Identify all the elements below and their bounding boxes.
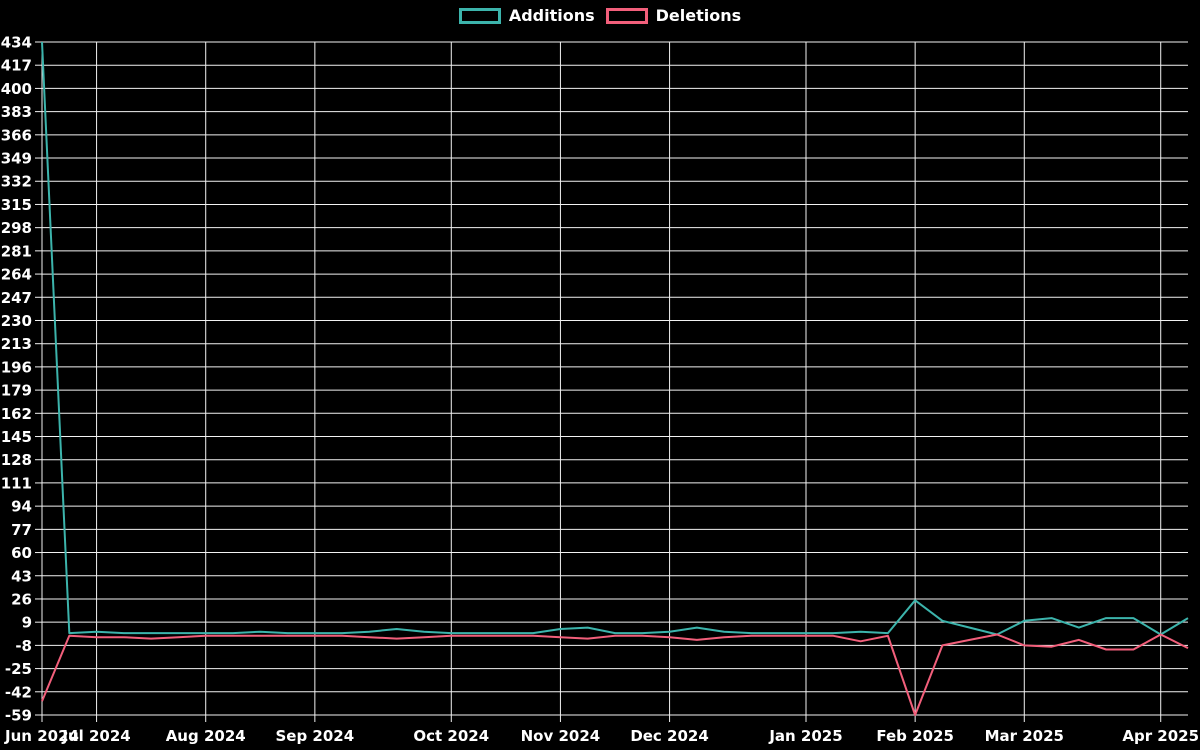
x-tick-label: Apr 2025	[1122, 727, 1199, 745]
y-tick-label: 332	[1, 173, 32, 191]
y-tick-label: 400	[1, 80, 32, 98]
x-tick-label: Oct 2024	[413, 727, 489, 745]
y-tick-label: 145	[1, 428, 32, 446]
x-tick-label: Feb 2025	[876, 727, 954, 745]
y-tick-label: 247	[1, 289, 32, 307]
y-tick-label: 383	[1, 103, 32, 121]
deletions-line	[41, 633, 1189, 716]
y-tick-label: 9	[22, 614, 32, 632]
x-tick-label: Jul 2024	[61, 727, 130, 745]
x-tick-label: Jun 2024	[4, 727, 79, 745]
y-tick-label: 26	[11, 590, 32, 608]
y-tick-label: 213	[1, 335, 32, 353]
y-tick-label: 196	[1, 358, 32, 376]
y-tick-label: 434	[1, 34, 32, 52]
y-tick-label: 366	[1, 126, 32, 144]
additions-line	[41, 41, 1189, 636]
y-tick-label: 281	[1, 242, 32, 260]
y-tick-label: 60	[11, 544, 32, 562]
y-tick-label: 111	[1, 474, 32, 492]
y-tick-label: 417	[1, 57, 32, 75]
y-tick-label: 298	[1, 219, 32, 237]
y-tick-label: 77	[11, 521, 32, 539]
x-tick-label: Mar 2025	[985, 727, 1064, 745]
y-tick-label: 264	[1, 266, 32, 284]
y-tick-label: 128	[1, 451, 32, 469]
x-tick-label: Dec 2024	[630, 727, 709, 745]
y-tick-label: 162	[1, 405, 32, 423]
y-tick-label: 179	[1, 382, 32, 400]
x-tick-label: Jan 2025	[768, 727, 842, 745]
y-tick-label: -25	[5, 660, 32, 678]
y-tick-label: -59	[5, 707, 32, 725]
y-tick-label: -42	[5, 683, 32, 701]
y-tick-label: 349	[1, 150, 32, 168]
x-tick-label: Nov 2024	[521, 727, 601, 745]
y-tick-label: 94	[11, 498, 32, 516]
y-tick-label: 43	[11, 567, 32, 585]
x-tick-label: Sep 2024	[276, 727, 355, 745]
y-tick-label: 315	[1, 196, 32, 214]
y-tick-label: 230	[1, 312, 32, 330]
x-tick-label: Aug 2024	[166, 727, 246, 745]
y-tick-label: -8	[15, 637, 32, 655]
